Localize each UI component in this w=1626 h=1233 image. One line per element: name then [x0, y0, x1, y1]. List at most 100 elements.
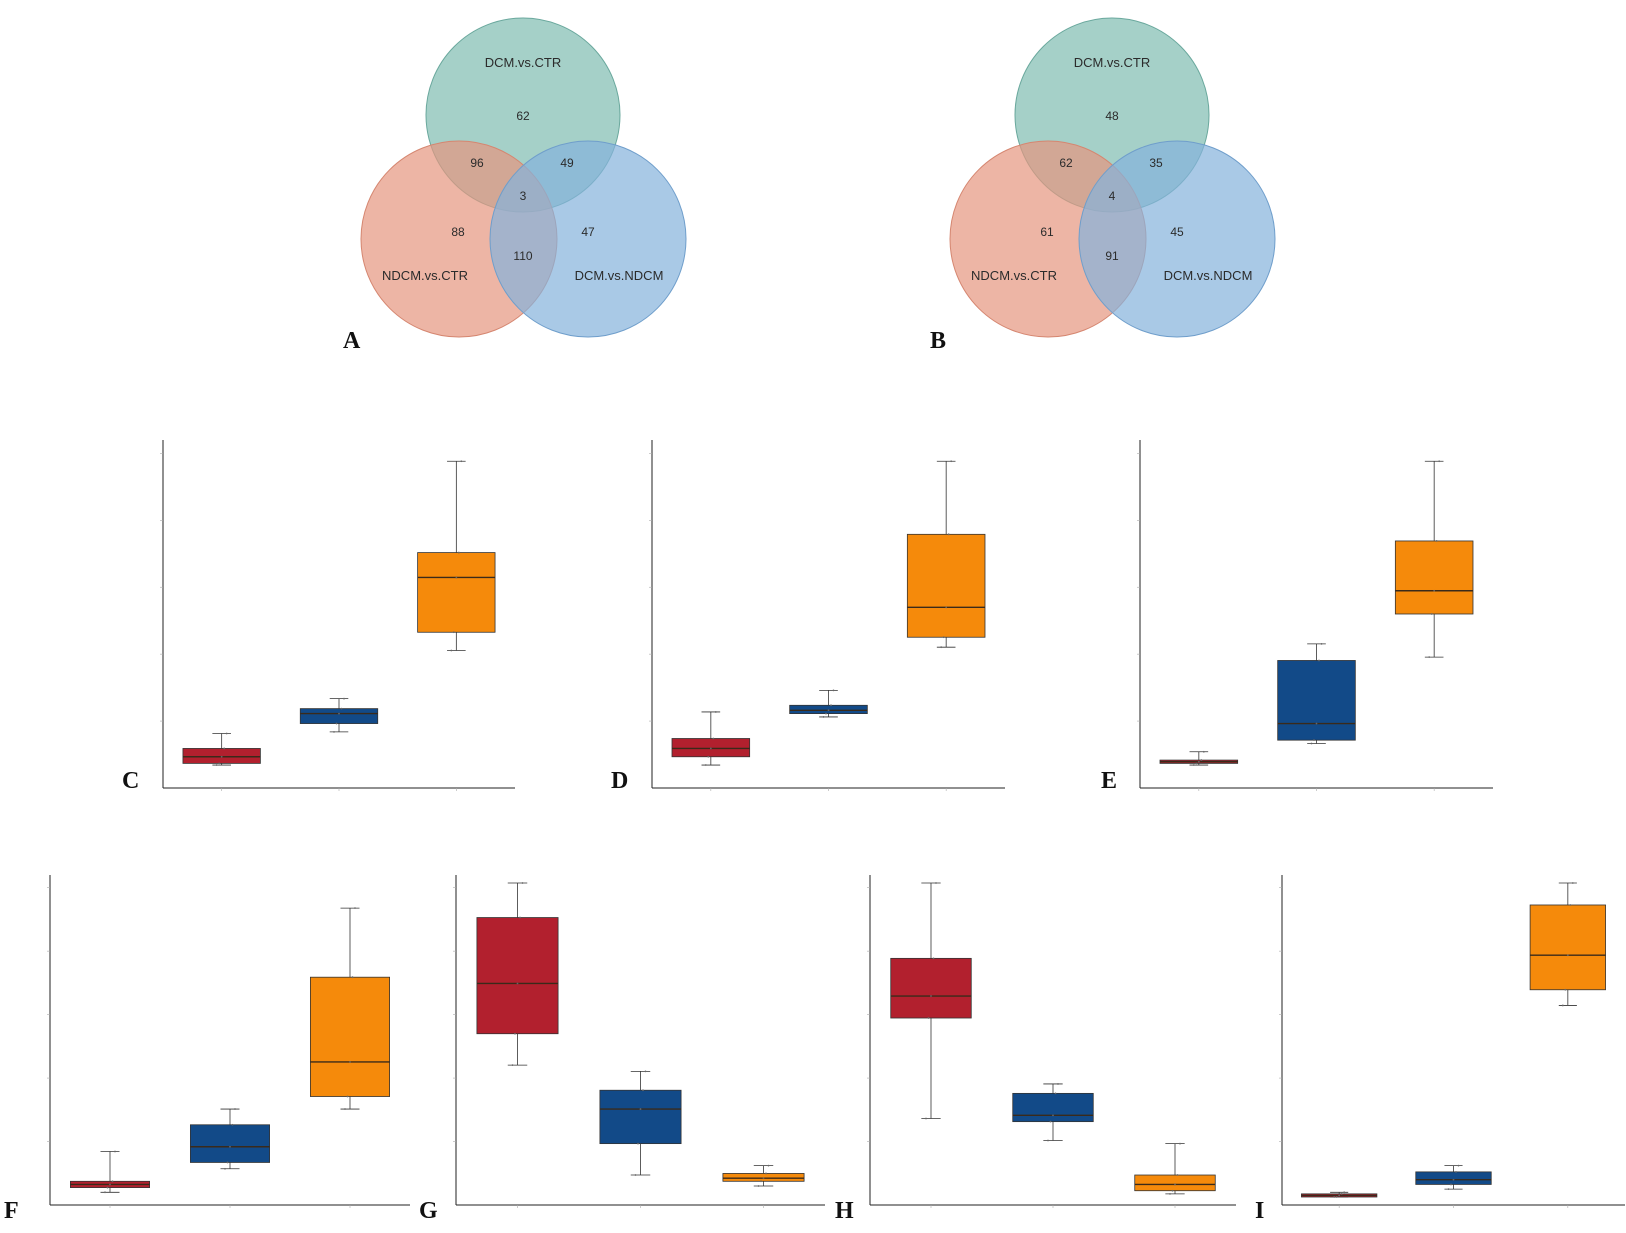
data-point: [220, 755, 223, 758]
panel-letter-a: A: [343, 328, 361, 354]
data-point: [760, 1180, 762, 1183]
data-point: [354, 907, 356, 910]
boxplot-panel-g: G: [419, 875, 825, 1224]
box-group-3: [417, 460, 496, 791]
box-group-1: [1159, 750, 1239, 791]
panel-letter-f: F: [4, 1198, 19, 1224]
data-point: [104, 1191, 106, 1194]
box-group-1: [70, 1150, 150, 1208]
data-point: [1174, 1183, 1176, 1186]
data-point: [218, 762, 221, 765]
venn-a-set-dcm-vs-ndcm: [489, 140, 687, 338]
panel-letter-i: I: [1255, 1198, 1264, 1224]
data-point: [1335, 1196, 1338, 1198]
data-point: [1315, 722, 1318, 725]
data-point: [1169, 1192, 1171, 1195]
data-point: [1455, 1170, 1457, 1173]
box: [1394, 540, 1474, 615]
data-point: [452, 631, 455, 634]
data-point: [1571, 882, 1574, 884]
data-point: [111, 1180, 114, 1183]
data-point: [1338, 1194, 1341, 1197]
venn-b-count-top-right: 35: [1149, 156, 1163, 170]
data-point: [1457, 1164, 1460, 1167]
box-group-2: [1277, 642, 1356, 791]
data-point: [1171, 1189, 1174, 1192]
box-group-2: [299, 697, 379, 791]
data-point: [223, 747, 226, 750]
data-point: [514, 1032, 516, 1035]
data-point: [762, 1177, 765, 1180]
venn-a-count-left-only: 88: [451, 225, 465, 239]
box: [599, 1089, 682, 1145]
data-point: [224, 1167, 226, 1170]
box: [309, 976, 390, 1097]
venn-a-count-center: 3: [520, 189, 527, 203]
data-point: [346, 1095, 349, 1098]
data-point: [344, 1108, 346, 1110]
box: [1012, 1092, 1094, 1123]
venn-diagram-a: DCM.vs.CTR NDCM.vs.CTR DCM.vs.NDCM 62 96…: [343, 17, 687, 354]
boxplot-panels: C D E F G H I: [4, 440, 1625, 1224]
data-point: [634, 1174, 637, 1176]
venn-a-count-right-only: 47: [581, 225, 595, 239]
data-point: [947, 533, 950, 536]
data-point: [1450, 1183, 1452, 1186]
boxplot-panel-c: C: [122, 440, 515, 794]
venn-b-label-dcm-vs-ctr: DCM.vs.CTR: [1074, 55, 1151, 70]
box-group-3: [1529, 882, 1606, 1208]
data-point: [1047, 1139, 1049, 1142]
data-point: [455, 576, 458, 579]
box: [890, 957, 972, 1019]
data-point: [707, 755, 710, 758]
data-point: [215, 764, 218, 766]
data-point: [1197, 760, 1200, 763]
box: [476, 917, 559, 1035]
data-point: [1438, 460, 1441, 463]
venn-b-count-center: 4: [1109, 189, 1116, 203]
data-point: [231, 1123, 234, 1126]
venn-a-count-top-only: 62: [516, 109, 530, 123]
data-point: [932, 957, 935, 960]
boxplot-panel-f: F: [4, 875, 410, 1224]
boxplot-panel-i: I: [1255, 875, 1625, 1224]
data-point: [1313, 739, 1315, 742]
data-point: [521, 882, 524, 884]
data-point: [225, 732, 228, 735]
venn-b-count-right-only: 45: [1170, 225, 1184, 239]
box: [1415, 1171, 1492, 1185]
box: [906, 533, 986, 638]
data-point: [1428, 656, 1431, 659]
box-group-3: [1394, 460, 1474, 791]
venn-a-count-top-right: 49: [560, 156, 574, 170]
panel-letter-b: B: [930, 328, 946, 354]
data-point: [338, 712, 340, 715]
data-point: [639, 1108, 642, 1110]
box-group-3: [1134, 1142, 1216, 1208]
box-group-1: [890, 882, 972, 1208]
data-point: [714, 711, 717, 713]
data-point: [333, 730, 335, 733]
panel-letter-e: E: [1101, 768, 1117, 794]
box-group-3: [309, 907, 390, 1208]
data-point: [1340, 1192, 1343, 1195]
data-point: [830, 704, 832, 707]
data-point: [950, 460, 953, 463]
box-group-1: [671, 711, 751, 791]
box-group-2: [599, 1070, 682, 1208]
data-point: [1343, 1191, 1346, 1194]
panel-letter-g: G: [419, 1198, 438, 1224]
data-point: [767, 1164, 770, 1167]
data-point: [1310, 742, 1313, 745]
data-point: [335, 722, 338, 725]
data-point: [519, 916, 521, 919]
box-group-2: [789, 689, 868, 791]
data-point: [709, 747, 712, 750]
data-point: [226, 1161, 229, 1164]
data-point: [1057, 1083, 1059, 1085]
data-point: [927, 1017, 930, 1019]
box: [1134, 1174, 1216, 1192]
box-group-3: [722, 1164, 805, 1208]
data-point: [765, 1172, 767, 1175]
box-group-1: [1301, 1191, 1378, 1208]
